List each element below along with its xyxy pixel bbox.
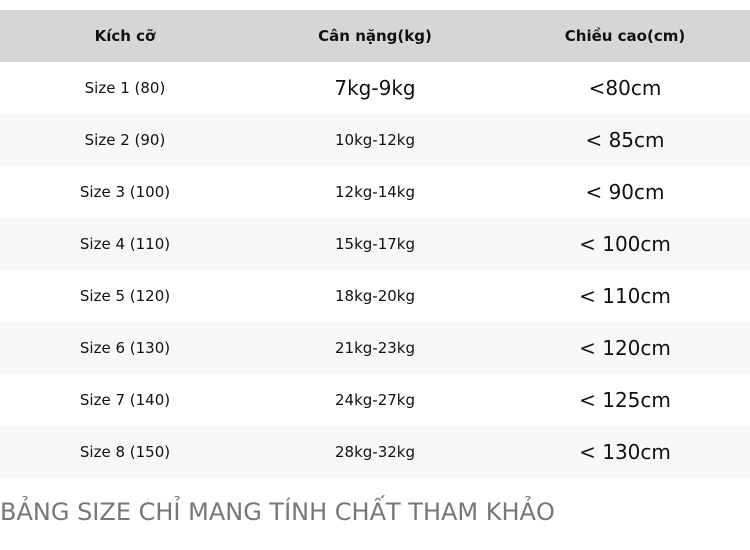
table-row: Size 7 (140) 24kg-27kg < 125cm: [0, 374, 750, 426]
size-cell: Size 1 (80): [84, 79, 166, 97]
header-weight: Cân nặng(kg): [318, 27, 432, 45]
table-row: Size 4 (110) 15kg-17kg < 100cm: [0, 218, 750, 270]
table-row: Size 6 (130) 21kg-23kg < 120cm: [0, 322, 750, 374]
weight-cell: 10kg-12kg: [334, 131, 415, 149]
height-cell: < 120cm: [579, 336, 671, 360]
size-cell: Size 4 (110): [79, 235, 171, 253]
size-cell: Size 5 (120): [79, 287, 171, 305]
weight-cell: 12kg-14kg: [334, 183, 415, 201]
table-row: Size 3 (100) 12kg-14kg < 90cm: [0, 166, 750, 218]
disclaimer-note: BẢNG SIZE CHỈ MANG TÍNH CHẤT THAM KHẢO: [0, 498, 555, 526]
weight-cell: 15kg-17kg: [334, 235, 415, 253]
size-cell: Size 6 (130): [79, 339, 171, 357]
header-height: Chiều cao(cm): [564, 27, 686, 45]
height-cell: < 110cm: [579, 284, 671, 308]
table-row: Size 2 (90) 10kg-12kg < 85cm: [0, 114, 750, 166]
height-cell: < 130cm: [579, 440, 671, 464]
table-row: Size 1 (80) 7kg-9kg <80cm: [0, 62, 750, 114]
weight-cell: 21kg-23kg: [334, 339, 415, 357]
height-cell: < 125cm: [579, 388, 671, 412]
table-row: Size 8 (150) 28kg-32kg < 130cm: [0, 426, 750, 478]
table-row: Size 5 (120) 18kg-20kg < 110cm: [0, 270, 750, 322]
height-cell: <80cm: [588, 76, 662, 100]
size-table: Kích cỡ Cân nặng(kg) Chiều cao(cm) Size …: [0, 10, 750, 478]
size-cell: Size 7 (140): [79, 391, 171, 409]
size-cell: Size 3 (100): [79, 183, 171, 201]
weight-cell: 18kg-20kg: [334, 287, 415, 305]
table-header: Kích cỡ Cân nặng(kg) Chiều cao(cm): [0, 10, 750, 62]
height-cell: < 85cm: [585, 128, 665, 152]
size-cell: Size 8 (150): [79, 443, 171, 461]
weight-cell: 24kg-27kg: [334, 391, 415, 409]
height-cell: < 90cm: [585, 180, 665, 204]
weight-cell: 28kg-32kg: [334, 443, 415, 461]
header-size: Kích cỡ: [94, 27, 156, 45]
size-cell: Size 2 (90): [84, 131, 166, 149]
weight-cell: 7kg-9kg: [334, 76, 416, 100]
height-cell: < 100cm: [579, 232, 671, 256]
